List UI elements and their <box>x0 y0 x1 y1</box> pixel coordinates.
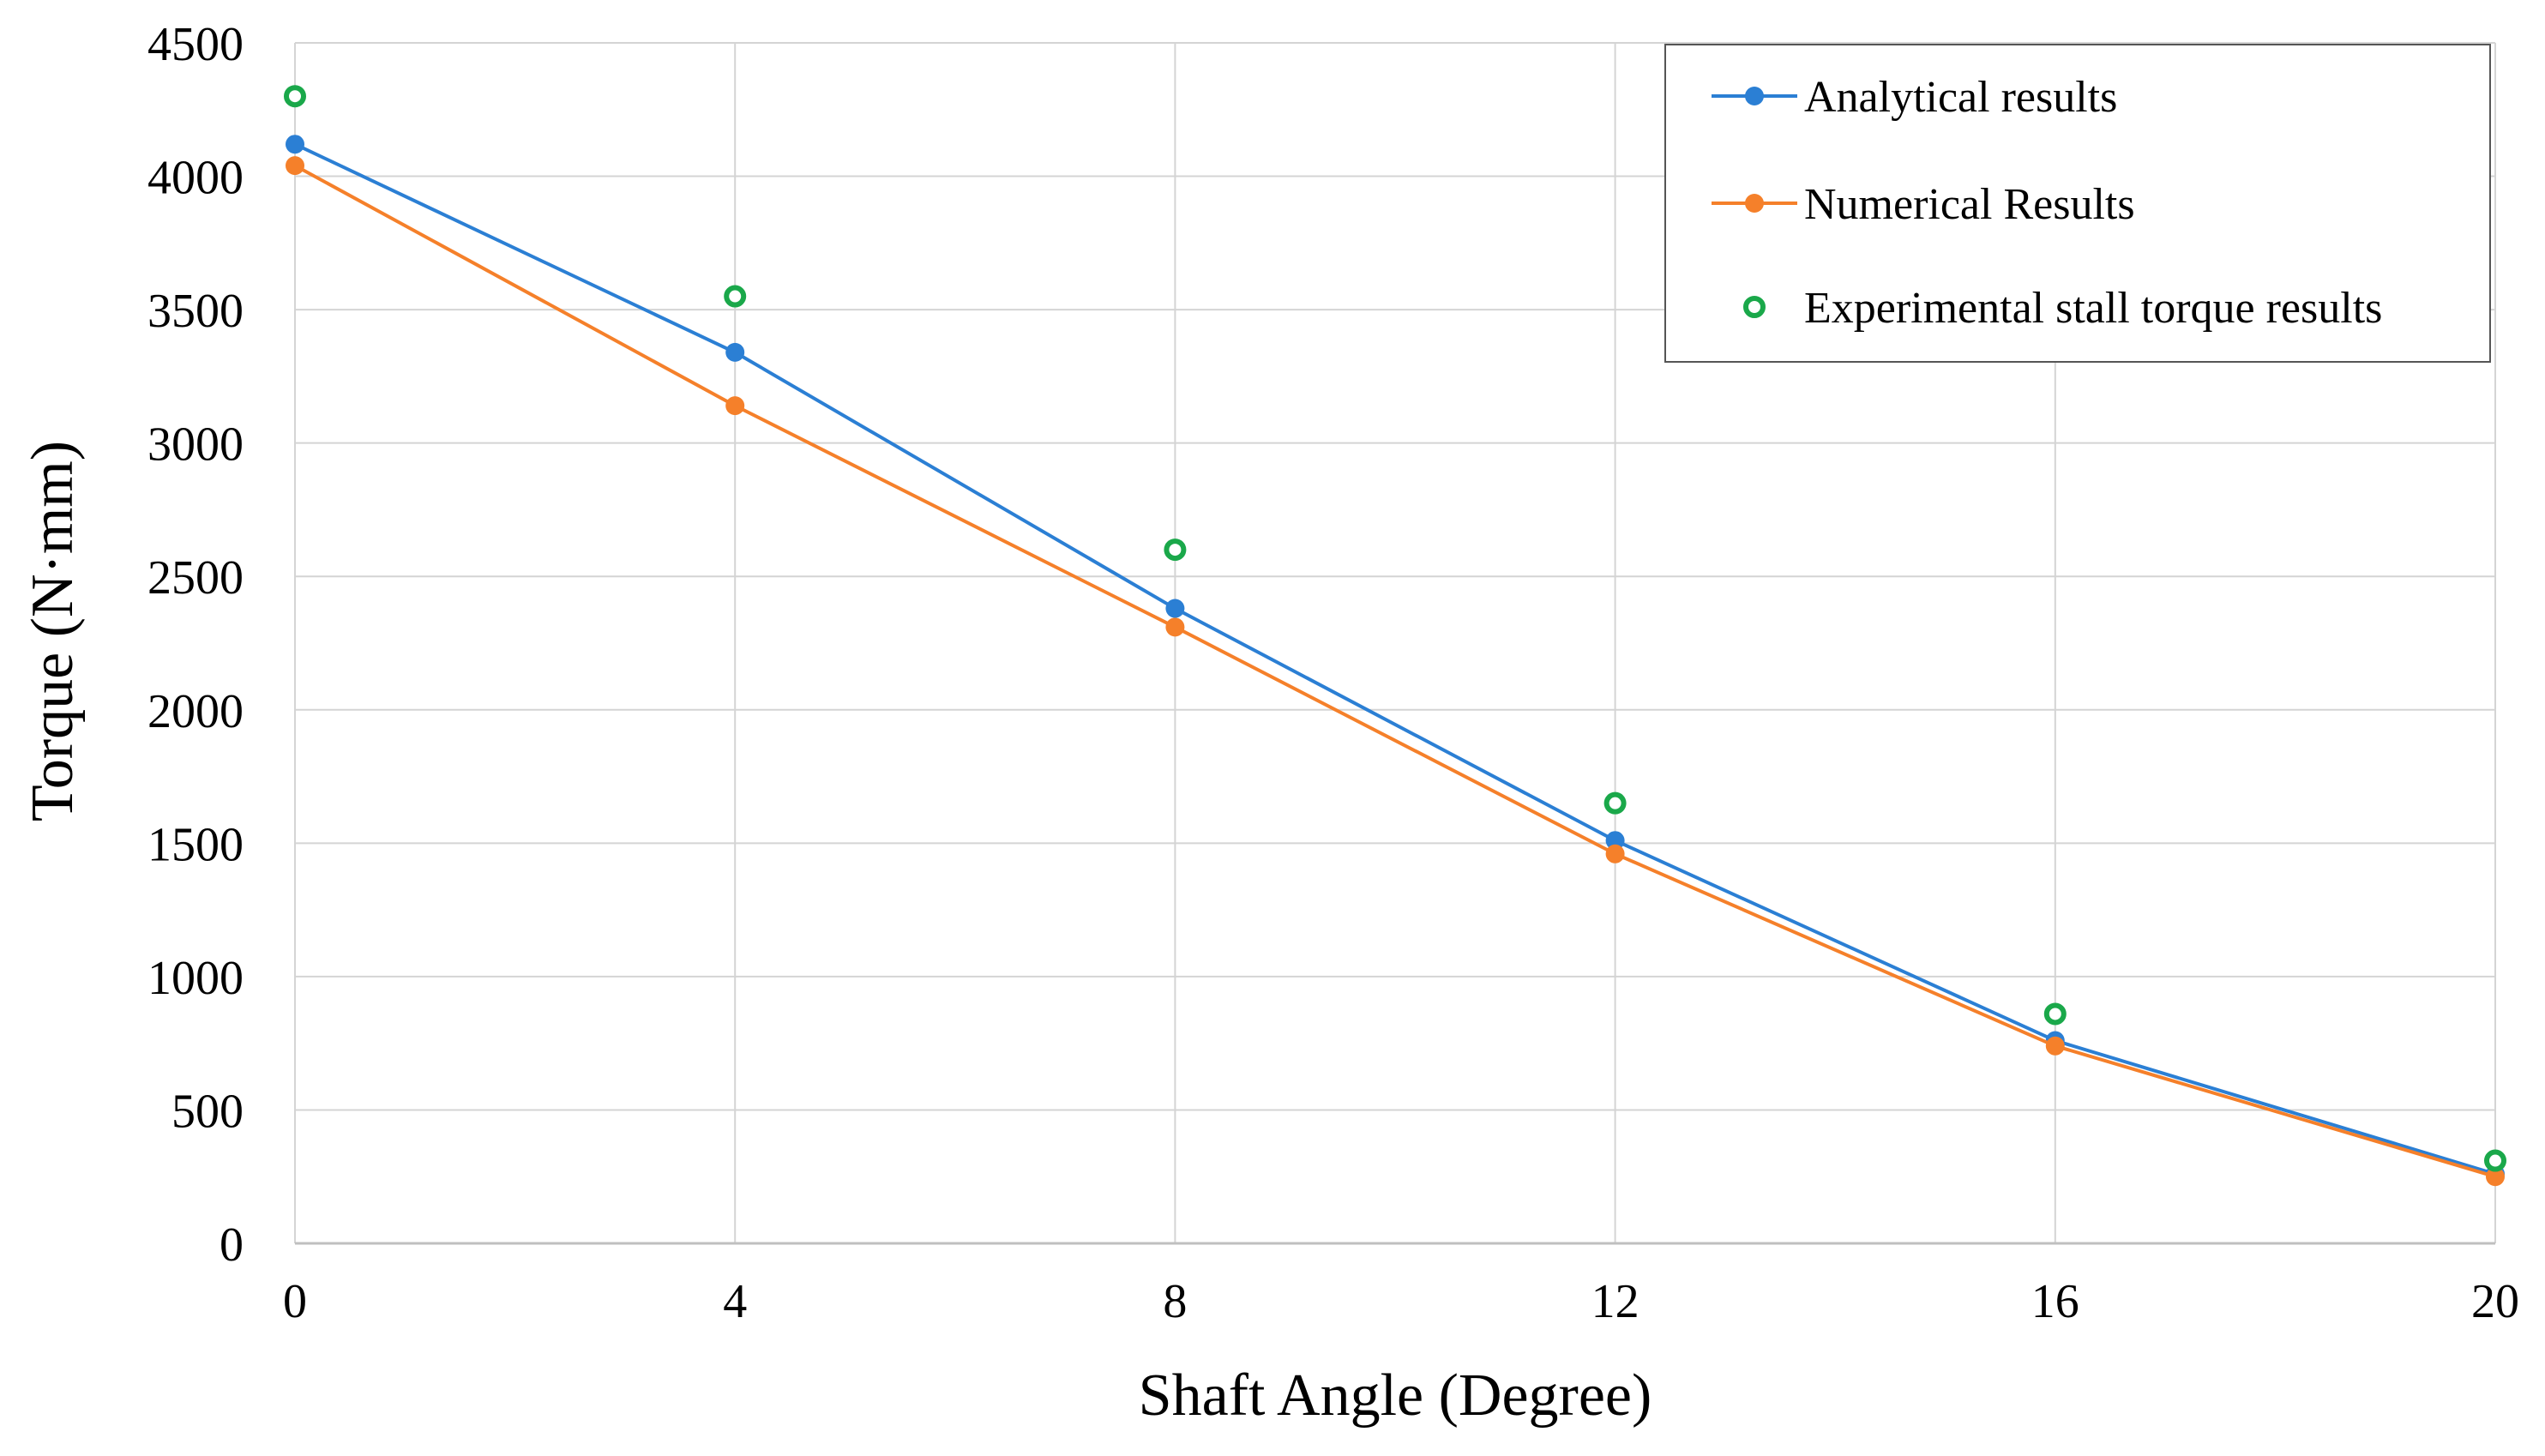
data-point <box>284 85 306 108</box>
y-tick-label: 1500 <box>147 818 244 871</box>
legend-item: Experimental stall torque results <box>1743 284 2382 333</box>
series-layer <box>284 85 2506 1187</box>
data-point <box>1603 791 1627 815</box>
x-tick-label: 20 <box>2471 1275 2519 1328</box>
legend-marker-swatch <box>1745 194 1764 213</box>
x-tick-label: 8 <box>1163 1275 1187 1328</box>
legend-box <box>1664 44 2491 363</box>
data-point <box>2045 1036 2065 1056</box>
y-tick-label: 0 <box>220 1218 244 1272</box>
legend-label: Analytical results <box>1804 73 2117 122</box>
y-tick-label: 500 <box>171 1085 244 1138</box>
data-point <box>2043 1002 2067 1026</box>
series-line <box>294 164 2496 1179</box>
legend-item: Numerical Results <box>1712 180 2135 229</box>
tick-labels: 0 500 1000 1500 2000 2500 3000 3500 4000 4500 0 4 8 1… <box>147 18 2519 1328</box>
legend-item: Analytical results <box>1712 73 2117 122</box>
y-tick-label: 3500 <box>147 285 244 338</box>
data-point <box>286 156 304 176</box>
x-tick-label: 0 <box>283 1275 307 1328</box>
data-point <box>2486 1167 2505 1187</box>
legend-label: Experimental stall torque results <box>1804 284 2382 333</box>
data-point <box>1605 831 1625 851</box>
y-axis-title: Torque (N·mm) <box>20 441 86 821</box>
data-point <box>1165 599 1185 618</box>
series-3 <box>284 85 2506 1172</box>
y-tick-label: 2500 <box>147 551 244 605</box>
data-point <box>1165 617 1185 637</box>
data-point <box>2484 1149 2506 1172</box>
x-tick-label: 12 <box>1591 1275 1640 1328</box>
y-tick-label: 3000 <box>147 418 244 472</box>
data-point <box>724 285 747 308</box>
data-point <box>1605 844 1625 863</box>
y-tick-label: 2000 <box>147 685 244 738</box>
legend-marker-swatch <box>1745 87 1764 105</box>
legend-label: Numerical Results <box>1804 180 2135 229</box>
series-2 <box>286 156 2505 1187</box>
legend: Analytical results Numerical Results Exper… <box>1664 44 2491 363</box>
legend-marker-swatch <box>1743 296 1766 318</box>
x-axis-title: Shaft Angle (Degree) <box>1139 1363 1652 1429</box>
y-tick-label: 1000 <box>147 952 244 1005</box>
data-point <box>725 342 745 362</box>
y-tick-label: 4000 <box>147 152 244 205</box>
data-point <box>1164 538 1187 562</box>
data-point <box>725 396 745 416</box>
x-tick-label: 16 <box>2031 1275 2079 1328</box>
x-tick-label: 4 <box>723 1275 747 1328</box>
data-point <box>286 135 304 154</box>
y-tick-label: 4500 <box>147 18 244 71</box>
series-line <box>294 142 2496 1176</box>
